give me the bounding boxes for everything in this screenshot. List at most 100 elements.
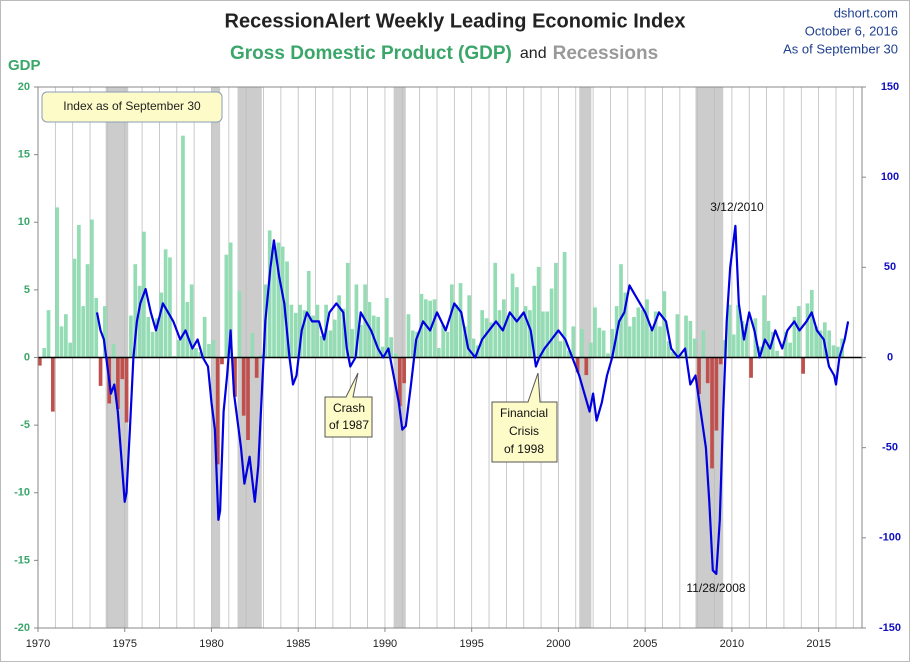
gdp-bar: [766, 320, 771, 358]
note-box: [41, 91, 223, 123]
y-tick-label: -10: [14, 487, 30, 499]
gdp-bar: [775, 350, 779, 358]
x-tick-label: 1970: [26, 638, 50, 650]
gdp-bar: [198, 352, 203, 358]
gdp-bar: [432, 299, 437, 358]
gdp-bar: [831, 345, 836, 358]
gdp-bar: [653, 311, 658, 358]
gdp-bar: [77, 224, 81, 358]
gdp-bar: [272, 247, 276, 358]
gdp-bar: [506, 315, 511, 358]
as-of: As of September 30: [783, 41, 898, 56]
x-tick-label: 1980: [199, 638, 223, 650]
crash-label: of 1987: [329, 418, 369, 432]
y-tick-label: -20: [14, 622, 30, 634]
gdp-bar: [137, 285, 142, 358]
gdp-bar: [298, 304, 302, 358]
gdp-bar: [714, 357, 719, 431]
note-text: Index as of September 30: [63, 99, 201, 113]
gdp-bar: [627, 326, 632, 358]
gdp-bar: [81, 306, 86, 358]
gdp-bar: [302, 310, 307, 358]
gdp-bar: [328, 330, 333, 358]
x-tick-label: 2015: [806, 638, 830, 650]
gdp-bar: [597, 327, 602, 358]
gdp-bar: [835, 346, 840, 358]
x-tick-label: 2010: [720, 638, 744, 650]
gdp-bar: [484, 318, 489, 358]
y2-tick-label: 50: [884, 261, 896, 273]
gdp-bar: [796, 306, 801, 358]
gdp-bar: [194, 348, 198, 358]
gdp-bar: [211, 339, 216, 358]
gdp-bar: [354, 284, 359, 358]
gdp-bar: [155, 318, 159, 358]
gdp-bar: [675, 314, 680, 358]
gdp-bar: [610, 329, 615, 358]
y2-tick-label: 150: [881, 81, 899, 93]
gdp-bar: [393, 353, 398, 358]
gdp-bar: [731, 334, 736, 358]
gdp-bar: [814, 326, 818, 358]
gdp-bar: [441, 325, 446, 358]
y2-tick-label: 100: [881, 171, 899, 183]
gdp-bar: [259, 354, 263, 358]
gdp-bar: [762, 295, 766, 358]
crisis-label: Crisis: [509, 424, 539, 438]
gdp-bar: [311, 315, 315, 358]
x-tick-label: 2000: [546, 638, 570, 650]
gdp-bar: [636, 307, 641, 358]
annotations: Index as of September 30 3/12/2010 11/28…: [41, 91, 764, 595]
gdp-bar: [606, 353, 610, 358]
gdp-bar: [51, 357, 55, 412]
gdp-bar: [98, 357, 103, 386]
y2-tick-label: -150: [879, 622, 901, 634]
gdp-bar: [367, 302, 372, 358]
gdp-bar: [549, 288, 554, 358]
y-tick-label: 15: [18, 149, 30, 161]
date: October 6, 2016: [805, 23, 898, 38]
gdp-bar: [471, 338, 476, 358]
gdp-bar: [679, 354, 684, 358]
y-tick-label: 20: [18, 81, 30, 93]
gdp-bar: [120, 357, 125, 380]
gdp-bar: [710, 357, 714, 469]
y2-tick-label: -50: [882, 442, 898, 454]
gdp-bar: [567, 350, 571, 358]
gdp-bar: [94, 297, 99, 358]
gdp-bar: [688, 320, 693, 358]
gdp-bar: [436, 348, 441, 358]
gdp-bar: [224, 254, 229, 358]
gdp-bar: [749, 357, 753, 378]
gdp-bar: [770, 331, 775, 358]
gdp-bar: [519, 315, 524, 358]
x-tick-label: 2005: [633, 638, 657, 650]
gdp-bar: [124, 357, 129, 423]
gdp-bar: [176, 339, 181, 358]
x-tick-label: 1975: [112, 638, 136, 650]
gdp-bar: [532, 285, 537, 358]
peak-label: 3/12/2010: [710, 200, 764, 214]
gdp-bar: [423, 299, 428, 358]
gdp-bar: [809, 289, 814, 358]
gdp-bar: [562, 252, 567, 358]
crash-callout: [324, 372, 373, 438]
gdp-bar: [528, 310, 532, 358]
gdp-bar: [267, 230, 272, 358]
gdp-bar: [376, 316, 380, 358]
gdp-bar: [159, 292, 164, 358]
gdp-bar: [410, 330, 415, 358]
gdp-bar: [536, 266, 541, 358]
gdp-bar: [111, 343, 116, 358]
gdp-bar: [42, 348, 47, 358]
gdp-bar: [341, 308, 346, 358]
gdp-bar: [580, 329, 584, 358]
gdp-bar: [280, 246, 285, 358]
gdp-bar: [55, 207, 60, 358]
gdp-bar: [246, 357, 250, 441]
gdp-bar: [202, 316, 207, 358]
y2-tick-label: 0: [887, 351, 893, 363]
gdp-bar: [319, 335, 324, 358]
gdp-bar: [85, 264, 90, 358]
